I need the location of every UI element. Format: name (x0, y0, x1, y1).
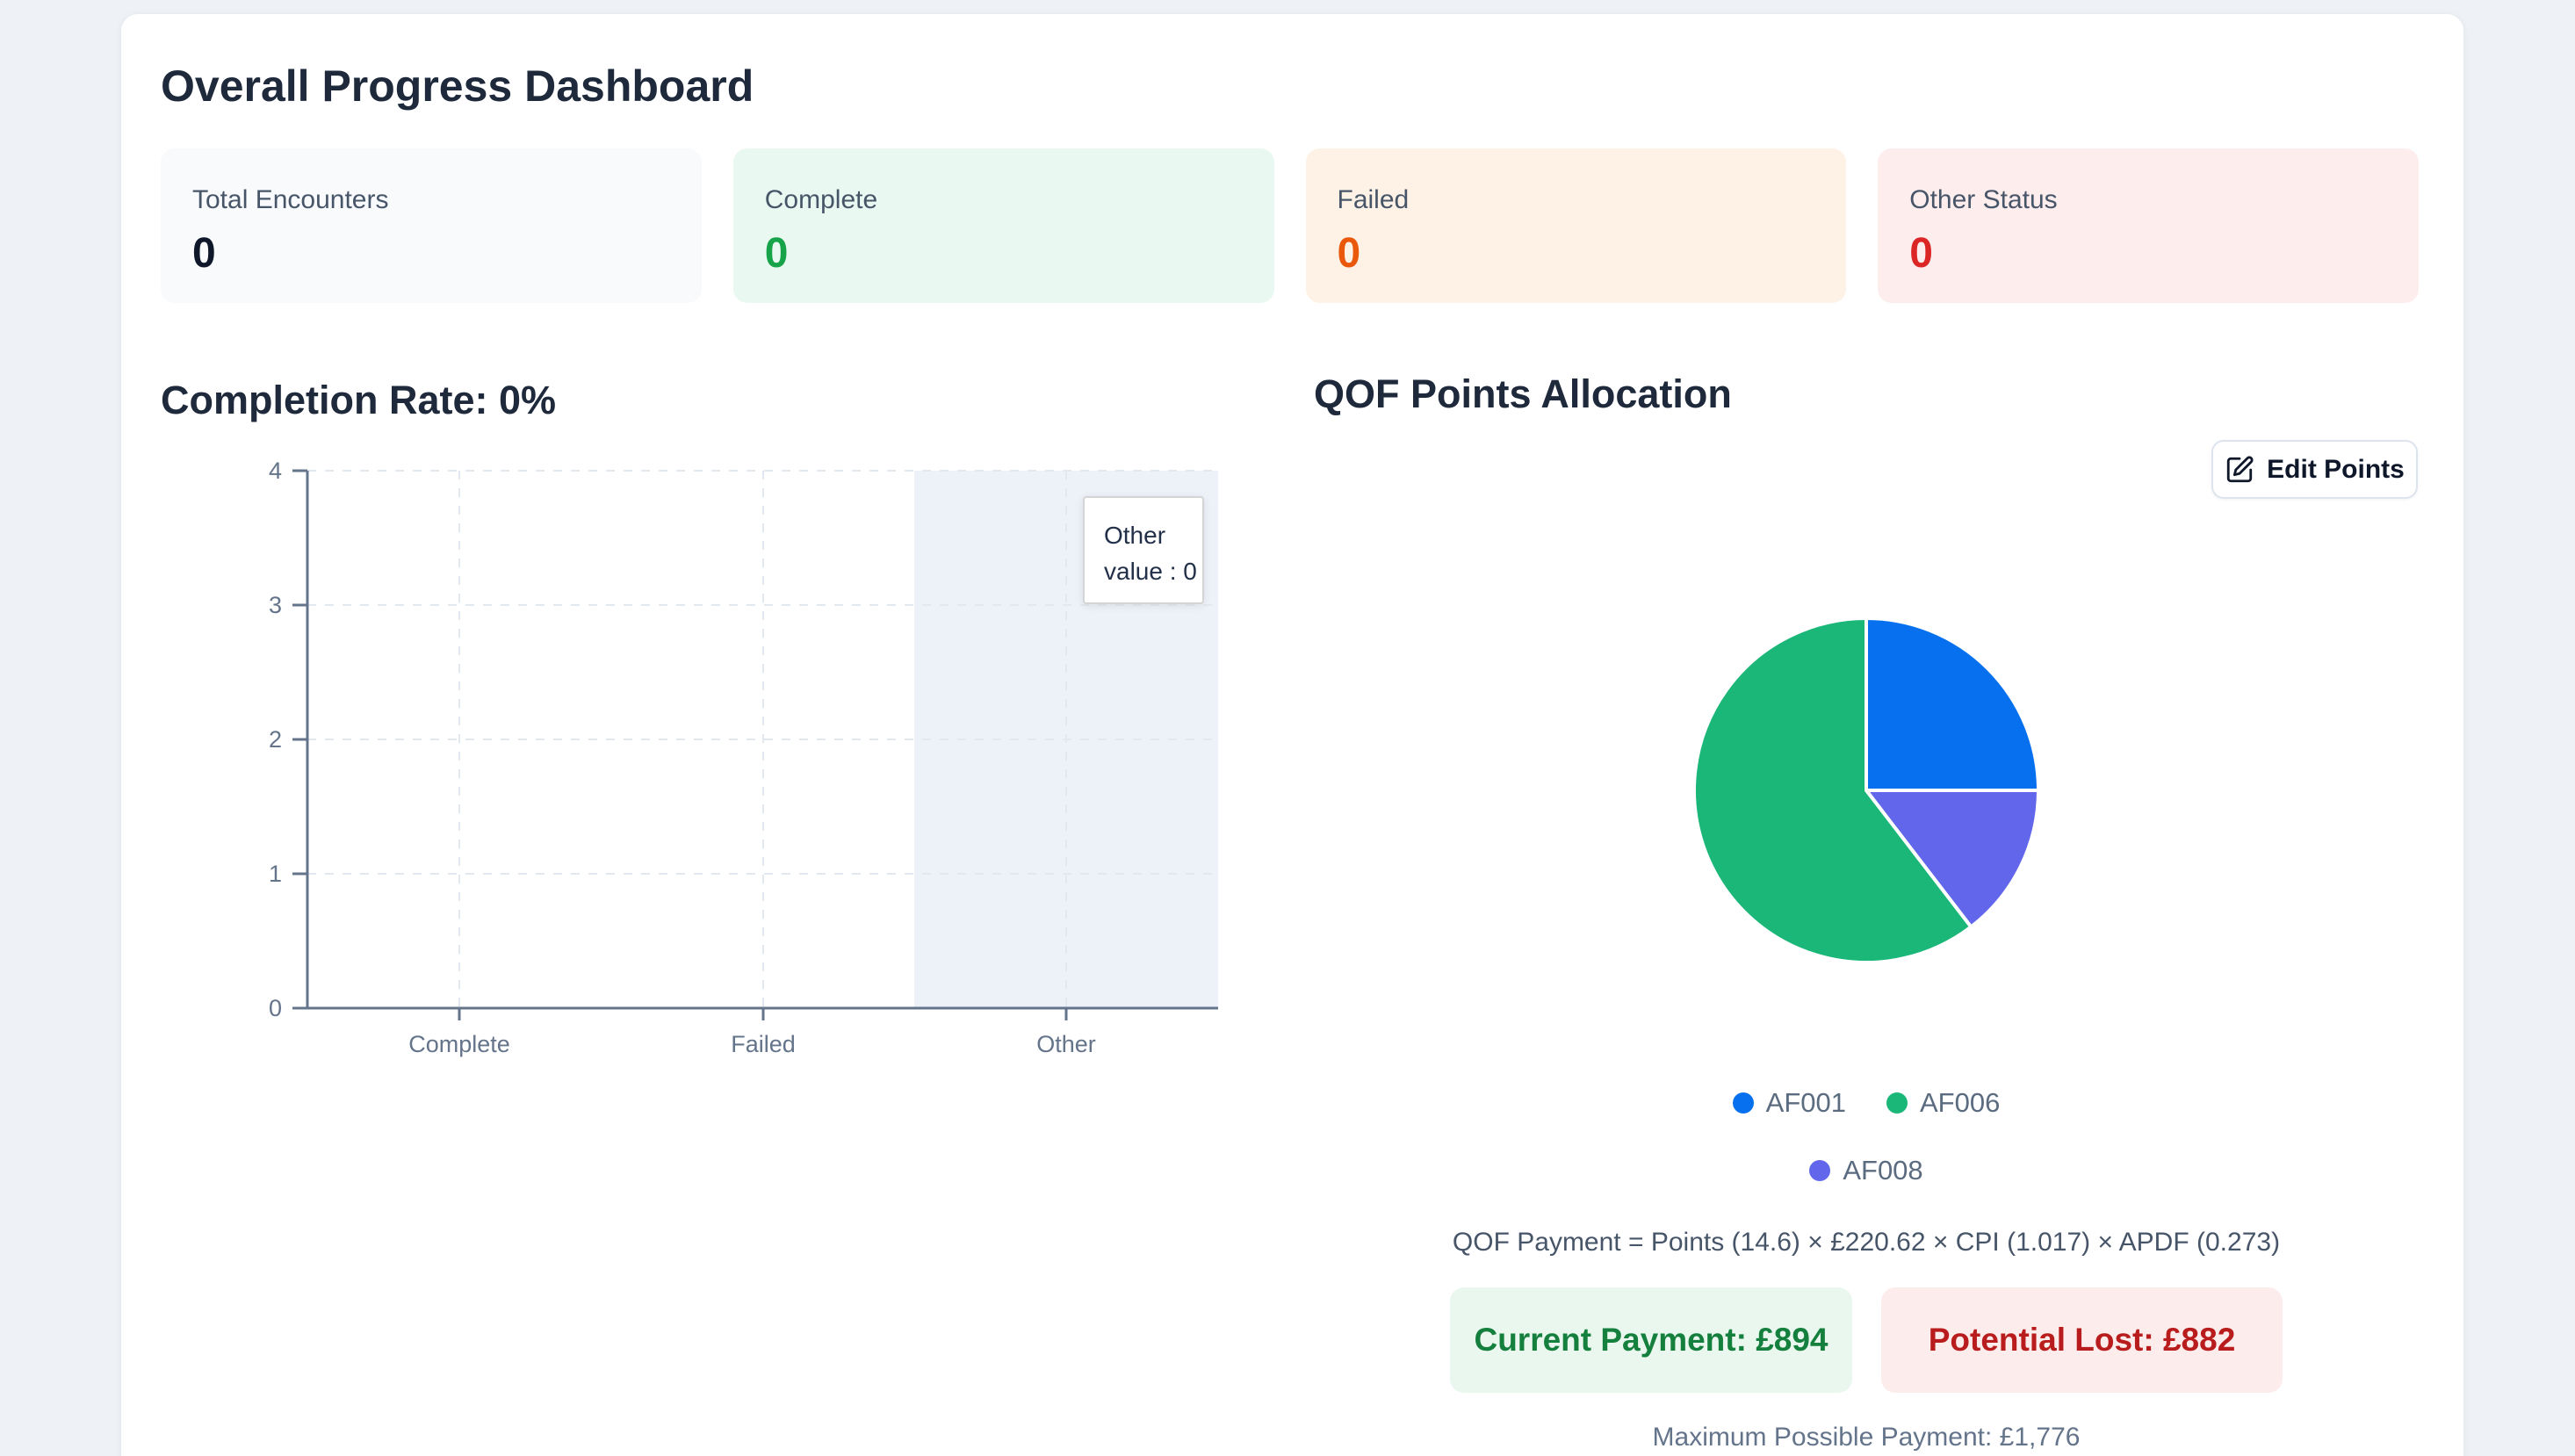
pie-slice-af008[interactable] (1865, 789, 2040, 929)
x-tick-label: Other (1036, 1031, 1096, 1057)
y-tick-label: 3 (269, 592, 282, 618)
qof-payment-formula: QOF Payment = Points (14.6) × £220.62 × … (1452, 1228, 2281, 1257)
stat-card-other-status: Other Status 0 (1878, 148, 2419, 303)
tooltip-title: Other (1104, 522, 1166, 549)
chart-tooltip: Other value : 0 (1083, 496, 1204, 604)
stat-label: Total Encounters (192, 185, 389, 214)
x-tick-marks (458, 1008, 1068, 1020)
completion-bar-chart[interactable]: 4 3 2 1 0 Complete Failed Other (161, 457, 1230, 1063)
stat-label: Complete (764, 185, 878, 214)
edit-pencil-icon (2226, 455, 2254, 482)
pie-slice-af001[interactable] (1865, 616, 2040, 792)
legend-label: AF001 (1765, 1087, 1846, 1118)
legend-item-af006[interactable]: AF006 (1886, 1087, 2000, 1119)
stat-label: Other Status (1909, 185, 2058, 214)
y-axis-labels: 4 3 2 1 0 (269, 458, 282, 1021)
x-tick-label: Failed (731, 1031, 796, 1057)
y-tick-label: 1 (269, 861, 282, 887)
tooltip-value: value : 0 (1104, 558, 1197, 585)
stat-value: 0 (1337, 230, 1361, 277)
y-tick-label: 2 (269, 726, 282, 753)
legend-dot-icon (1732, 1092, 1754, 1114)
current-payment-chip: Current Payment: £894 (1450, 1287, 1852, 1393)
page-title: Overall Progress Dashboard (161, 61, 754, 111)
max-payment-note: Maximum Possible Payment: £1,776 (1652, 1423, 2081, 1452)
stat-card-failed: Failed 0 (1305, 148, 1847, 303)
edit-points-label: Edit Points (2267, 454, 2405, 484)
payment-summary-row: Current Payment: £894 Potential Lost: £8… (1314, 1287, 2419, 1393)
y-tick-label: 0 (269, 995, 282, 1021)
stat-value: 0 (192, 230, 216, 277)
edit-points-button[interactable]: Edit Points (2211, 440, 2418, 499)
legend-label: AF006 (1920, 1087, 2001, 1118)
vertical-gridlines (458, 471, 1067, 1008)
qof-pie-chart[interactable] (1691, 616, 2041, 965)
pie-slice-af006[interactable] (1692, 616, 1973, 964)
x-tick-label: Complete (408, 1031, 510, 1057)
stat-value: 0 (764, 230, 789, 277)
pie-legend-row-1: AF001 AF006 (1314, 1087, 2419, 1119)
completion-rate-heading: Completion Rate: 0% (161, 378, 557, 422)
y-tick-marks (292, 469, 307, 1010)
legend-label: AF008 (1843, 1155, 1923, 1186)
pie-legend-row-2: AF008 (1314, 1155, 2419, 1186)
legend-item-af001[interactable]: AF001 (1732, 1087, 1846, 1119)
potential-lost-chip: Potential Lost: £882 (1881, 1287, 2283, 1393)
stats-grid: Total Encounters 0 Complete 0 Failed 0 O… (161, 148, 2419, 303)
stat-card-total-encounters: Total Encounters 0 (161, 148, 702, 303)
stat-value: 0 (1909, 230, 1933, 277)
qof-points-heading: QOF Points Allocation (1314, 371, 1732, 416)
stat-label: Failed (1337, 185, 1410, 214)
x-axis-labels: Complete Failed Other (408, 1031, 1096, 1057)
legend-dot-icon (1886, 1092, 1908, 1114)
y-tick-label: 4 (269, 458, 282, 484)
stat-card-complete: Complete 0 (732, 148, 1274, 303)
legend-item-af008[interactable]: AF008 (1809, 1155, 1923, 1186)
legend-dot-icon (1809, 1160, 1831, 1181)
